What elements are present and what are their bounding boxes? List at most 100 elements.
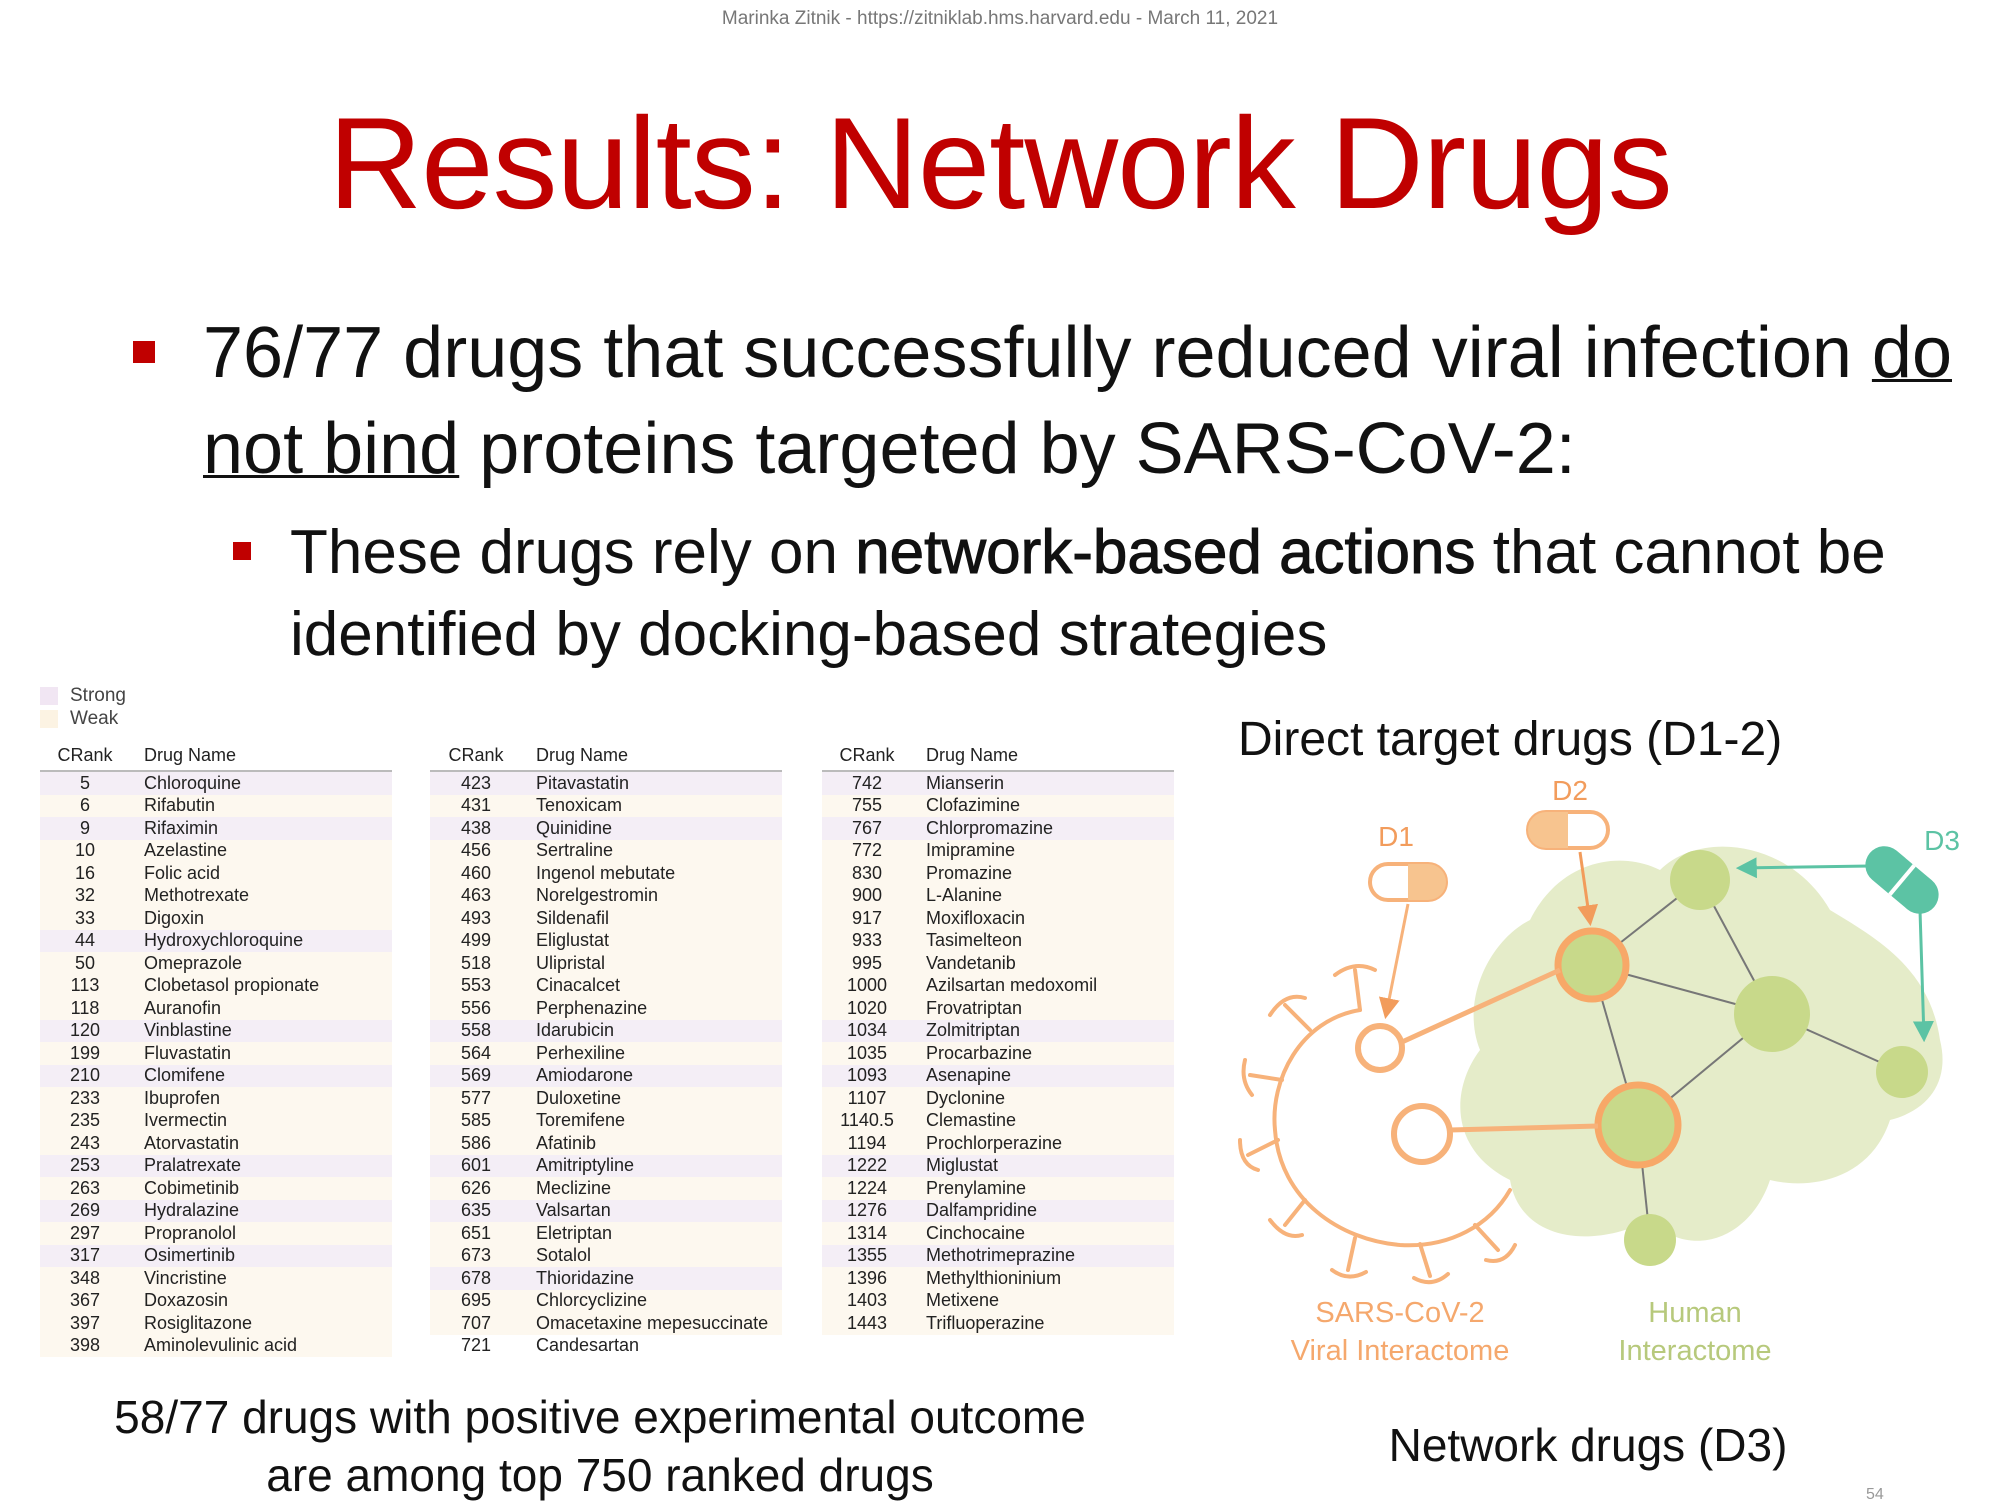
- crank-cell: 463: [460, 885, 492, 906]
- table-header: CRank Drug Name: [40, 740, 392, 772]
- crank-cell: 518: [460, 952, 492, 973]
- drug-table-1: CRank Drug Name 5 Chloroquine 6 Rifabutin 9 Rif…: [40, 740, 392, 1357]
- drug-name-cell: Moxifloxacin: [926, 907, 1026, 928]
- table-row: 199 Fluvastatin: [40, 1042, 392, 1065]
- crank-cell: 721: [460, 1335, 492, 1356]
- drug-name-cell: Methylthioninium: [926, 1267, 1062, 1288]
- table-row: 1107 Dyclonine: [822, 1087, 1174, 1110]
- network-diagram: D1 D2 D3 SARS-CoV-2 Viral Interactome Hu…: [1238, 775, 1960, 1367]
- crank-cell: 423: [460, 772, 492, 793]
- sub-bullet-square-icon: [233, 542, 251, 560]
- table-row: 44 Hydroxychloroquine: [40, 929, 392, 952]
- table-row: 917 Moxifloxacin: [822, 907, 1174, 930]
- table-row: 558 Idarubicin: [430, 1019, 782, 1042]
- drug-name-cell: Miglustat: [926, 1155, 999, 1176]
- table-row: 1443 Trifluoperazine: [822, 1312, 1174, 1335]
- table-row: 1194 Prochlorperazine: [822, 1132, 1174, 1155]
- crank-cell: 1355: [846, 1245, 888, 1266]
- crank-cell: 317: [69, 1245, 101, 1266]
- table-header: CRank Drug Name: [822, 740, 1174, 772]
- crank-header: CRank: [57, 744, 113, 765]
- table-row: 493 Sildenafil: [430, 907, 782, 930]
- crank-cell: 297: [69, 1222, 101, 1243]
- drug-name-cell: Meclizine: [536, 1177, 612, 1198]
- table-row: 586 Afatinib: [430, 1132, 782, 1155]
- table-row: 348 Vincristine: [40, 1267, 392, 1290]
- table-row: 1020 Frovatriptan: [822, 997, 1174, 1020]
- crank-cell: 1020: [846, 997, 888, 1018]
- drug-name-cell: Vincristine: [144, 1267, 227, 1288]
- human-node: [1624, 1214, 1676, 1266]
- crank-cell: 113: [70, 975, 100, 996]
- crank-cell: 626: [460, 1177, 492, 1198]
- crank-cell: 32: [74, 885, 96, 906]
- drug-name-cell: Sotalol: [536, 1245, 592, 1266]
- crank-cell: 16: [74, 862, 96, 883]
- drug-name-cell: Clobetasol propionate: [144, 975, 320, 996]
- drug-name-cell: Amitriptyline: [536, 1155, 635, 1176]
- viral-node: [1391, 1103, 1453, 1165]
- table-row: 1396 Methylthioninium: [822, 1267, 1174, 1290]
- crank-cell: 678: [460, 1267, 492, 1288]
- legend-weak-label: Weak: [70, 707, 119, 729]
- table-row: 317 Osimertinib: [40, 1244, 392, 1267]
- table-row: 431 Tenoxicam: [430, 794, 782, 817]
- crank-cell: 1140.5: [840, 1110, 894, 1131]
- table-row: 742 Mianserin: [822, 772, 1174, 795]
- crank-cell: 120: [69, 1020, 101, 1041]
- human-node: [1734, 976, 1810, 1052]
- table-row: 423 Pitavastatin: [430, 772, 782, 795]
- d1-pill-icon: [1368, 862, 1448, 902]
- bullet-text-underline: do not bind: [203, 313, 1952, 489]
- drug-name-header: Drug Name: [926, 744, 1019, 765]
- crank-cell: 553: [460, 975, 492, 996]
- table-row: 235 Ivermectin: [40, 1109, 392, 1132]
- table-row: 233 Ibuprofen: [40, 1087, 392, 1110]
- table-row: 5 Chloroquine: [40, 772, 392, 795]
- crank-cell: 995: [851, 952, 883, 973]
- table-row: 33 Digoxin: [40, 907, 392, 930]
- table-row: 1314 Cinchocaine: [822, 1222, 1174, 1245]
- crank-cell: 9: [79, 817, 90, 838]
- crank-cell: 499: [460, 930, 492, 951]
- table-row: 1276 Dalfampridine: [822, 1199, 1174, 1222]
- table-row: 1355 Methotrimeprazine: [822, 1244, 1174, 1267]
- drug-name-cell: Clofazimine: [926, 795, 1021, 816]
- drug-name-cell: Azelastine: [144, 840, 228, 861]
- table-row: 707 Omacetaxine mepesuccinate: [430, 1312, 782, 1335]
- d2-pill-icon: [1526, 810, 1610, 850]
- drug-name-cell: Afatinib: [536, 1132, 597, 1153]
- table-row: 456 Sertraline: [430, 839, 782, 862]
- drug-name-cell: Propranolol: [144, 1222, 237, 1243]
- table-row: 297 Propranolol: [40, 1222, 392, 1245]
- left-caption: 58/77 drugs with positive experimental o…: [114, 1391, 1086, 1501]
- table-row: 1034 Zolmitriptan: [822, 1019, 1174, 1042]
- table-row: 438 Quinidine: [430, 817, 782, 840]
- drug-name-cell: Perphenazine: [536, 997, 648, 1018]
- virus-icon: [1238, 964, 1517, 1285]
- drug-table-3: CRank Drug Name 742 Mianserin 755 Clofazimine…: [822, 740, 1174, 1335]
- drug-name-cell: Sertraline: [536, 840, 614, 861]
- crank-cell: 1222: [846, 1155, 888, 1176]
- crank-cell: 253: [69, 1155, 101, 1176]
- drug-name-cell: Candesartan: [536, 1335, 640, 1356]
- sub-text-pre: These drugs rely on: [290, 518, 856, 587]
- crank-cell: 235: [69, 1110, 101, 1131]
- crank-cell: 460: [460, 862, 492, 883]
- drug-name-cell: Prochlorperazine: [926, 1132, 1063, 1153]
- drug-name-cell: Ibuprofen: [144, 1087, 221, 1108]
- crank-cell: 673: [460, 1245, 492, 1266]
- crank-header: CRank: [448, 744, 504, 765]
- table-row: 1140.5 Clemastine: [822, 1109, 1174, 1132]
- human-node: [1670, 850, 1730, 910]
- drug-name-cell: Ingenol mebutate: [536, 862, 676, 883]
- sub-bullet: These drugs rely on network-based action…: [233, 512, 1933, 676]
- table-row: 772 Imipramine: [822, 839, 1174, 862]
- table-row: 463 Norelgestromin: [430, 884, 782, 907]
- table-row: 50 Omeprazole: [40, 952, 392, 975]
- table-row: 120 Vinblastine: [40, 1019, 392, 1042]
- human-interactome-label-2: Interactome: [1618, 1335, 1771, 1367]
- table-row: 564 Perhexiline: [430, 1042, 782, 1065]
- crank-cell: 1396: [846, 1267, 888, 1288]
- crank-cell: 742: [851, 772, 883, 793]
